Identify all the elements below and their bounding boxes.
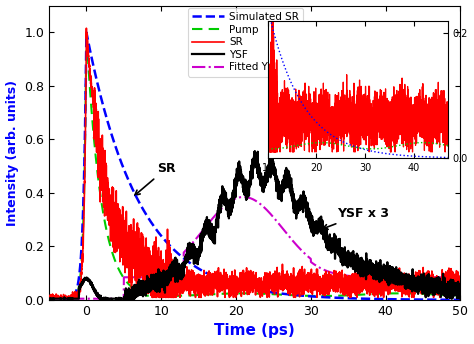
Fitted YSF (407, 275, 412, 279)
SR (46, 295, 52, 299)
Pump (83, 30, 89, 34)
SR (210, 273, 215, 278)
Pump (61, 298, 67, 302)
Legend: Simulated SR, Pump, SR, YSF, Fitted YSF: Simulated SR, Pump, SR, YSF, Fitted YSF (188, 8, 303, 77)
Simulated SR (46, 295, 52, 299)
YSF (128, 293, 133, 297)
Text: SR: SR (135, 162, 176, 195)
Line: Fitted YSF: Fitted YSF (49, 197, 460, 299)
Simulated SR (66, 297, 72, 301)
X-axis label: Time (ps): Time (ps) (214, 323, 295, 338)
YSF (415, 276, 421, 280)
YSF (252, 149, 258, 153)
Simulated SR (210, 274, 215, 278)
Simulated SR (61, 298, 67, 302)
SR (457, 276, 463, 280)
Line: Pump: Pump (49, 32, 460, 300)
Y-axis label: Intensity (arb. units): Intensity (arb. units) (6, 80, 18, 226)
Pump (457, 294, 463, 298)
Line: YSF: YSF (49, 151, 460, 299)
YSF (210, 238, 215, 242)
SR (66, 294, 72, 298)
YSF (407, 281, 412, 285)
Fitted YSF (170, 275, 176, 279)
Simulated SR (407, 298, 412, 302)
Pump (415, 292, 421, 296)
Simulated SR (171, 247, 176, 251)
YSF (66, 297, 72, 301)
Simulated SR (415, 298, 421, 302)
YSF (46, 297, 52, 301)
Line: Simulated SR: Simulated SR (49, 32, 460, 300)
SR (83, 26, 89, 30)
Pump (210, 292, 215, 296)
SR (128, 245, 134, 249)
Simulated SR (457, 298, 463, 302)
Pump (66, 298, 72, 302)
Pump (171, 294, 176, 298)
Fitted YSF (415, 275, 421, 279)
SR (407, 281, 412, 285)
SR (46, 293, 52, 298)
Line: SR: SR (49, 28, 460, 297)
YSF (170, 268, 176, 272)
Fitted YSF (210, 217, 215, 221)
Simulated SR (128, 183, 134, 187)
SR (171, 283, 176, 288)
Fitted YSF (128, 275, 133, 279)
Pump (46, 295, 52, 299)
Fitted YSF (241, 195, 246, 199)
Simulated SR (83, 30, 89, 34)
Fitted YSF (46, 297, 52, 301)
Pump (407, 291, 412, 295)
Pump (128, 284, 134, 288)
YSF (457, 288, 463, 292)
SR (415, 285, 421, 289)
Fitted YSF (66, 297, 72, 301)
Fitted YSF (457, 275, 463, 279)
Text: YSF x 3: YSF x 3 (323, 207, 389, 229)
